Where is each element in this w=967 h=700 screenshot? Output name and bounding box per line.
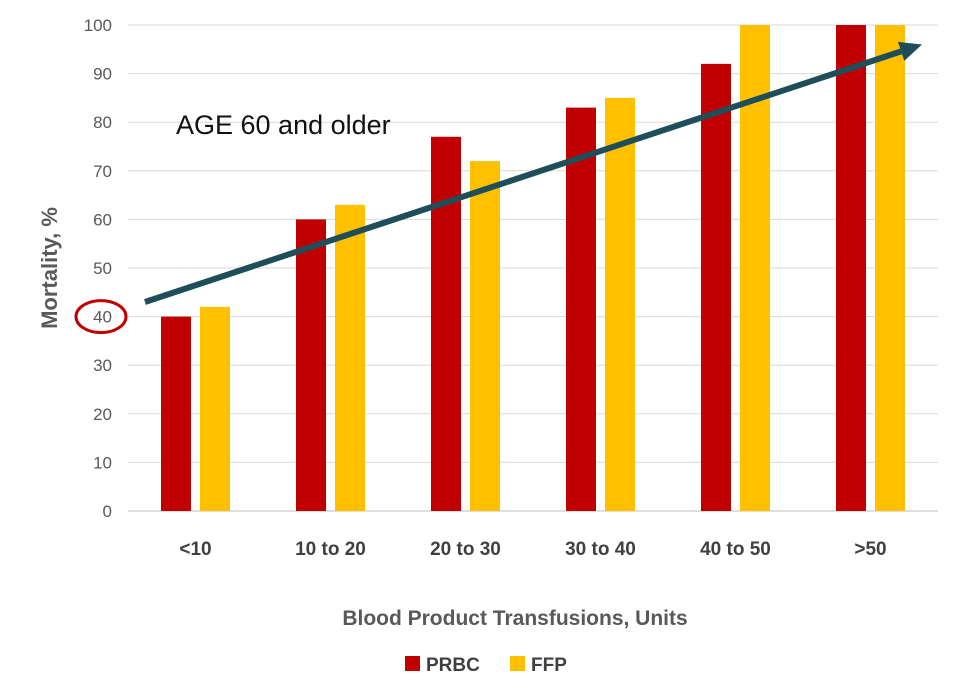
- x-tick-label: 20 to 30: [430, 539, 501, 560]
- x-axis-ticks: <10 10 to 20 20 to 30 30 to 40 40 to 50 >50: [179, 539, 886, 560]
- y-axis-title: Mortality, %: [37, 207, 62, 329]
- y-tick-label: 100: [84, 16, 112, 35]
- trend-arrow-head: [897, 41, 922, 61]
- x-tick-label: 10 to 20: [295, 539, 366, 560]
- bar-ffp-1: [335, 204, 365, 511]
- annotation-text: AGE 60 and older: [176, 110, 391, 140]
- bars: [161, 25, 905, 512]
- legend-swatch-ffp: [510, 656, 525, 671]
- bar-ffp-2: [470, 161, 500, 511]
- x-axis-title: Blood Product Transfusions, Units: [342, 607, 687, 630]
- bar-prbc-2: [431, 136, 461, 511]
- y-tick-label: 50: [93, 259, 112, 278]
- x-tick-label: 30 to 40: [565, 539, 636, 560]
- legend-swatch-prbc: [405, 656, 420, 671]
- bar-prbc-5: [836, 25, 866, 511]
- y-axis-ticks: 0 10 20 30 40 50 60 70 80 90 100: [84, 16, 112, 521]
- gridlines: [128, 24, 938, 512]
- legend-label-prbc: PRBC: [426, 655, 480, 676]
- x-tick-label: 40 to 50: [700, 539, 771, 560]
- bar-ffp-0: [200, 306, 230, 511]
- highlight-circle: [74, 299, 128, 335]
- y-tick-label: 80: [93, 113, 112, 132]
- y-tick-label: 20: [93, 405, 112, 424]
- legend-label-ffp: FFP: [531, 655, 567, 676]
- trend-arrow-shaft: [144, 48, 903, 305]
- y-tick-label: 60: [93, 210, 112, 229]
- bar-ffp-5: [875, 25, 905, 511]
- y-tick-label: 90: [93, 65, 112, 84]
- y-tick-label: 70: [93, 162, 112, 181]
- trend-arrow: [144, 41, 922, 305]
- bar-prbc-0: [161, 316, 191, 511]
- bar-prbc-4: [701, 63, 731, 511]
- x-tick-label: >50: [854, 539, 886, 560]
- y-tick-label: 40: [93, 308, 112, 327]
- x-tick-label: <10: [179, 539, 211, 560]
- bar-prbc-3: [566, 107, 596, 512]
- y-tick-label: 30: [93, 356, 112, 375]
- bar-prbc-1: [296, 219, 326, 511]
- legend: PRBC FFP: [405, 655, 567, 676]
- bar-ffp-3: [605, 97, 635, 512]
- y-tick-label: 10: [93, 453, 112, 472]
- y-tick-label: 0: [103, 502, 112, 521]
